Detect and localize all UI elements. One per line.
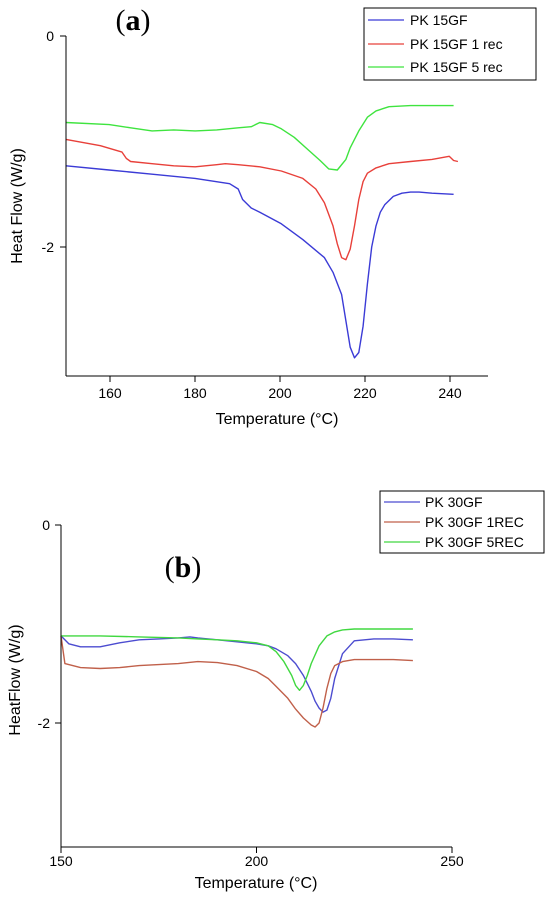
chart-b-legend-label: PK 30GF bbox=[425, 494, 483, 510]
chart-panel-a: 160 180 200 220 240 0 -2 Temperature (°C… bbox=[9, 4, 537, 428]
chart-b-x-tick-label: 150 bbox=[49, 853, 73, 869]
chart-a-x-tick-label: 240 bbox=[438, 385, 462, 401]
chart-b-legend-label: PK 30GF 5REC bbox=[425, 534, 524, 550]
chart-b-x-tick-label: 200 bbox=[245, 853, 269, 869]
chart-a-series-line-1 bbox=[65, 165, 454, 359]
chart-b-x-axis-title: Temperature (°C) bbox=[195, 875, 318, 892]
chart-b-legend: PK 30GF PK 30GF 1REC PK 30GF 5REC bbox=[379, 490, 545, 554]
chart-b-series-line-2 bbox=[60, 635, 413, 728]
chart-a-x-tick-label: 160 bbox=[98, 385, 122, 401]
chart-a-y-tick-label: -2 bbox=[42, 239, 55, 255]
chart-a-x-axis-title: Temperature (°C) bbox=[216, 411, 339, 428]
chart-a-series-line-2 bbox=[65, 138, 459, 261]
chart-a-legend-label: PK 15GF bbox=[410, 12, 468, 28]
chart-b-x-tick-label: 250 bbox=[440, 853, 464, 869]
chart-b-y-axis-title: HeatFlow (W/g) bbox=[7, 624, 24, 735]
chart-a-legend-label: PK 15GF 5 rec bbox=[410, 59, 503, 75]
chart-b-legend-label: PK 30GF 1REC bbox=[425, 514, 524, 530]
chart-b-y-tick-label: -2 bbox=[38, 715, 51, 731]
chart-b-series-group bbox=[60, 628, 413, 728]
chart-b-series-line-3 bbox=[61, 628, 413, 691]
chart-a-legend: PK 15GF PK 15GF 1 rec PK 15GF 5 rec bbox=[363, 7, 537, 81]
chart-a-series-line-3 bbox=[65, 104, 454, 171]
chart-b-y-tick-label: 0 bbox=[42, 517, 50, 533]
chart-a-x-tick-label: 200 bbox=[268, 385, 292, 401]
chart-a-x-tick-label: 220 bbox=[353, 385, 377, 401]
chart-b-panel-label: (b) bbox=[165, 551, 202, 584]
chart-a-x-tick-label: 180 bbox=[183, 385, 207, 401]
chart-a-legend-label: PK 15GF 1 rec bbox=[410, 36, 503, 52]
chart-a-panel-label: (a) bbox=[116, 4, 151, 37]
chart-panel-b: 150 200 250 0 -2 Temperature (°C) HeatFl… bbox=[7, 490, 545, 892]
chart-b-series-line-1 bbox=[60, 635, 413, 713]
chart-a-y-axis-title: Heat Flow (W/g) bbox=[9, 148, 26, 264]
chart-a-series-group bbox=[65, 104, 459, 359]
chart-a-y-tick-label: 0 bbox=[46, 28, 54, 44]
